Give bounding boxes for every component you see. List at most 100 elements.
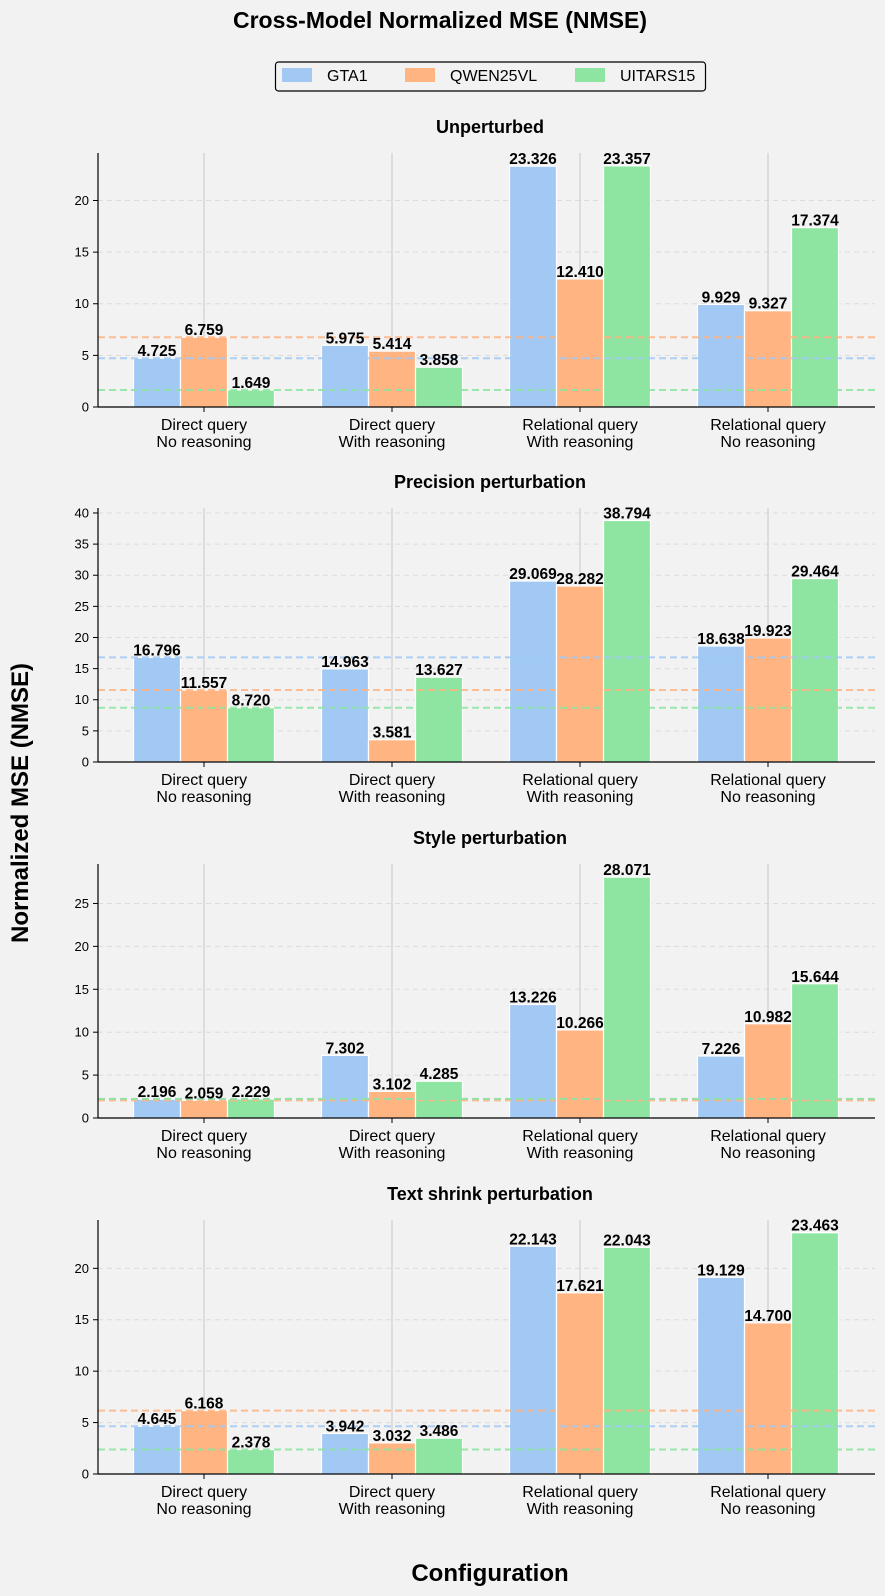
bar-uitars15-4 [790, 983, 840, 1119]
data-label: 29.069 [509, 566, 557, 583]
data-label: 38.794 [603, 505, 651, 522]
category-label: Relational query [710, 417, 826, 434]
category-label: With reasoning [527, 789, 634, 806]
data-label: 14.700 [744, 1308, 791, 1325]
y-tick-label: 20 [75, 1261, 89, 1276]
bar-qwen25vl-1 [179, 336, 229, 408]
y-tick-label: 10 [75, 692, 89, 707]
panel-title: Precision perturbation [394, 472, 586, 492]
y-tick-label: 0 [82, 1111, 89, 1126]
y-tick-label: 5 [82, 1415, 89, 1430]
bar-qwen25vl-1 [179, 689, 229, 763]
bar-qwen25vl-3 [555, 1029, 605, 1119]
category-label: With reasoning [527, 1501, 634, 1518]
category-label: With reasoning [527, 434, 634, 451]
y-tick-label: 20 [75, 193, 89, 208]
y-tick-label: 35 [75, 537, 89, 552]
bar-uitars15-2 [414, 366, 464, 408]
y-tick-label: 10 [75, 1364, 89, 1379]
bar-gta1-4 [696, 303, 746, 408]
data-label: 8.720 [232, 693, 271, 710]
bar-gta1-1 [132, 357, 182, 408]
data-label: 3.581 [373, 725, 412, 742]
data-label: 12.410 [556, 264, 603, 281]
data-label: 6.759 [185, 322, 224, 339]
y-tick-label: 25 [75, 599, 89, 614]
bar-uitars15-2 [414, 1437, 464, 1475]
bar-qwen25vl-3 [555, 1292, 605, 1475]
data-label: 23.326 [509, 151, 557, 168]
bar-uitars15-3 [602, 876, 652, 1119]
bar-uitars15-4 [790, 1232, 840, 1475]
category-label: With reasoning [339, 434, 446, 451]
bar-gta1-3 [508, 1245, 558, 1475]
category-label: No reasoning [156, 1501, 251, 1518]
category-label: Relational query [522, 772, 638, 789]
data-label: 28.071 [603, 862, 651, 879]
bar-qwen25vl-4 [743, 1322, 793, 1475]
bar-qwen25vl-4 [743, 637, 793, 763]
data-label: 2.059 [185, 1085, 224, 1102]
category-label: Direct query [349, 1484, 435, 1501]
bar-qwen25vl-1 [179, 1409, 229, 1475]
data-label: 4.725 [138, 343, 177, 360]
category-label: Relational query [522, 417, 638, 434]
data-label: 7.302 [326, 1040, 365, 1057]
panel-title: Style perturbation [413, 828, 567, 848]
bar-uitars15-3 [602, 165, 652, 408]
data-label: 3.942 [326, 1418, 365, 1435]
data-label: 4.285 [420, 1066, 459, 1083]
bar-gta1-3 [508, 580, 558, 763]
y-tick-label: 5 [82, 1068, 89, 1083]
category-label: No reasoning [156, 434, 251, 451]
data-label: 3.858 [420, 352, 459, 369]
y-tick-label: 20 [75, 939, 89, 954]
category-label: With reasoning [527, 1145, 634, 1162]
data-label: 1.649 [232, 375, 271, 392]
category-label: Relational query [710, 1484, 826, 1501]
bar-uitars15-3 [602, 1246, 652, 1475]
y-tick-label: 0 [82, 755, 89, 770]
bar-qwen25vl-1 [179, 1099, 229, 1119]
bar-uitars15-1 [226, 1098, 276, 1119]
bar-qwen25vl-2 [367, 350, 417, 408]
bar-uitars15-2 [414, 676, 464, 763]
panel-3: Style perturbation 0 5 10 15 20 25 2.196 7.302 13… [75, 828, 875, 1162]
data-label: 14.963 [321, 654, 369, 671]
data-label: 29.464 [791, 564, 839, 581]
bar-uitars15-1 [226, 389, 276, 408]
bar-gta1-2 [320, 1054, 370, 1119]
category-label: No reasoning [156, 1145, 251, 1162]
bar-gta1-2 [320, 668, 370, 763]
data-label: 10.266 [556, 1015, 604, 1032]
bar-qwen25vl-2 [367, 1090, 417, 1119]
legend-label-uitars15: UITARS15 [620, 68, 695, 85]
bar-uitars15-4 [790, 227, 840, 408]
y-tick-label: 10 [75, 1025, 89, 1040]
y-tick-label: 40 [75, 505, 89, 520]
y-axis-title: Normalized MSE (NMSE) [7, 663, 34, 943]
category-label: With reasoning [339, 1145, 446, 1162]
data-label: 5.975 [326, 330, 365, 347]
y-tick-label: 20 [75, 630, 89, 645]
panel-4: Text shrink perturbation 0 5 10 15 20 4.645 3.9… [75, 1184, 875, 1518]
category-label: No reasoning [720, 1145, 815, 1162]
legend-label-gta1: GTA1 [327, 68, 368, 85]
y-tick-label: 0 [82, 400, 89, 415]
y-tick-label: 0 [82, 1467, 89, 1482]
data-label: 23.357 [603, 151, 650, 168]
data-label: 22.143 [509, 1231, 557, 1248]
category-label: No reasoning [720, 1501, 815, 1518]
data-label: 19.923 [744, 623, 792, 640]
data-label: 16.796 [133, 642, 181, 659]
data-label: 6.168 [185, 1396, 224, 1413]
chart-panels: Unperturbed 0 5 10 15 20 4.725 5.975 23.326 9.929… [75, 117, 875, 1518]
legend-label-qwen25vl: QWEN25VL [450, 68, 537, 85]
data-label: 18.638 [697, 631, 745, 648]
y-tick-label: 10 [75, 296, 89, 311]
category-label: Relational query [522, 1484, 638, 1501]
bar-uitars15-4 [790, 577, 840, 763]
bar-gta1-1 [132, 656, 182, 763]
bar-gta1-4 [696, 645, 746, 763]
